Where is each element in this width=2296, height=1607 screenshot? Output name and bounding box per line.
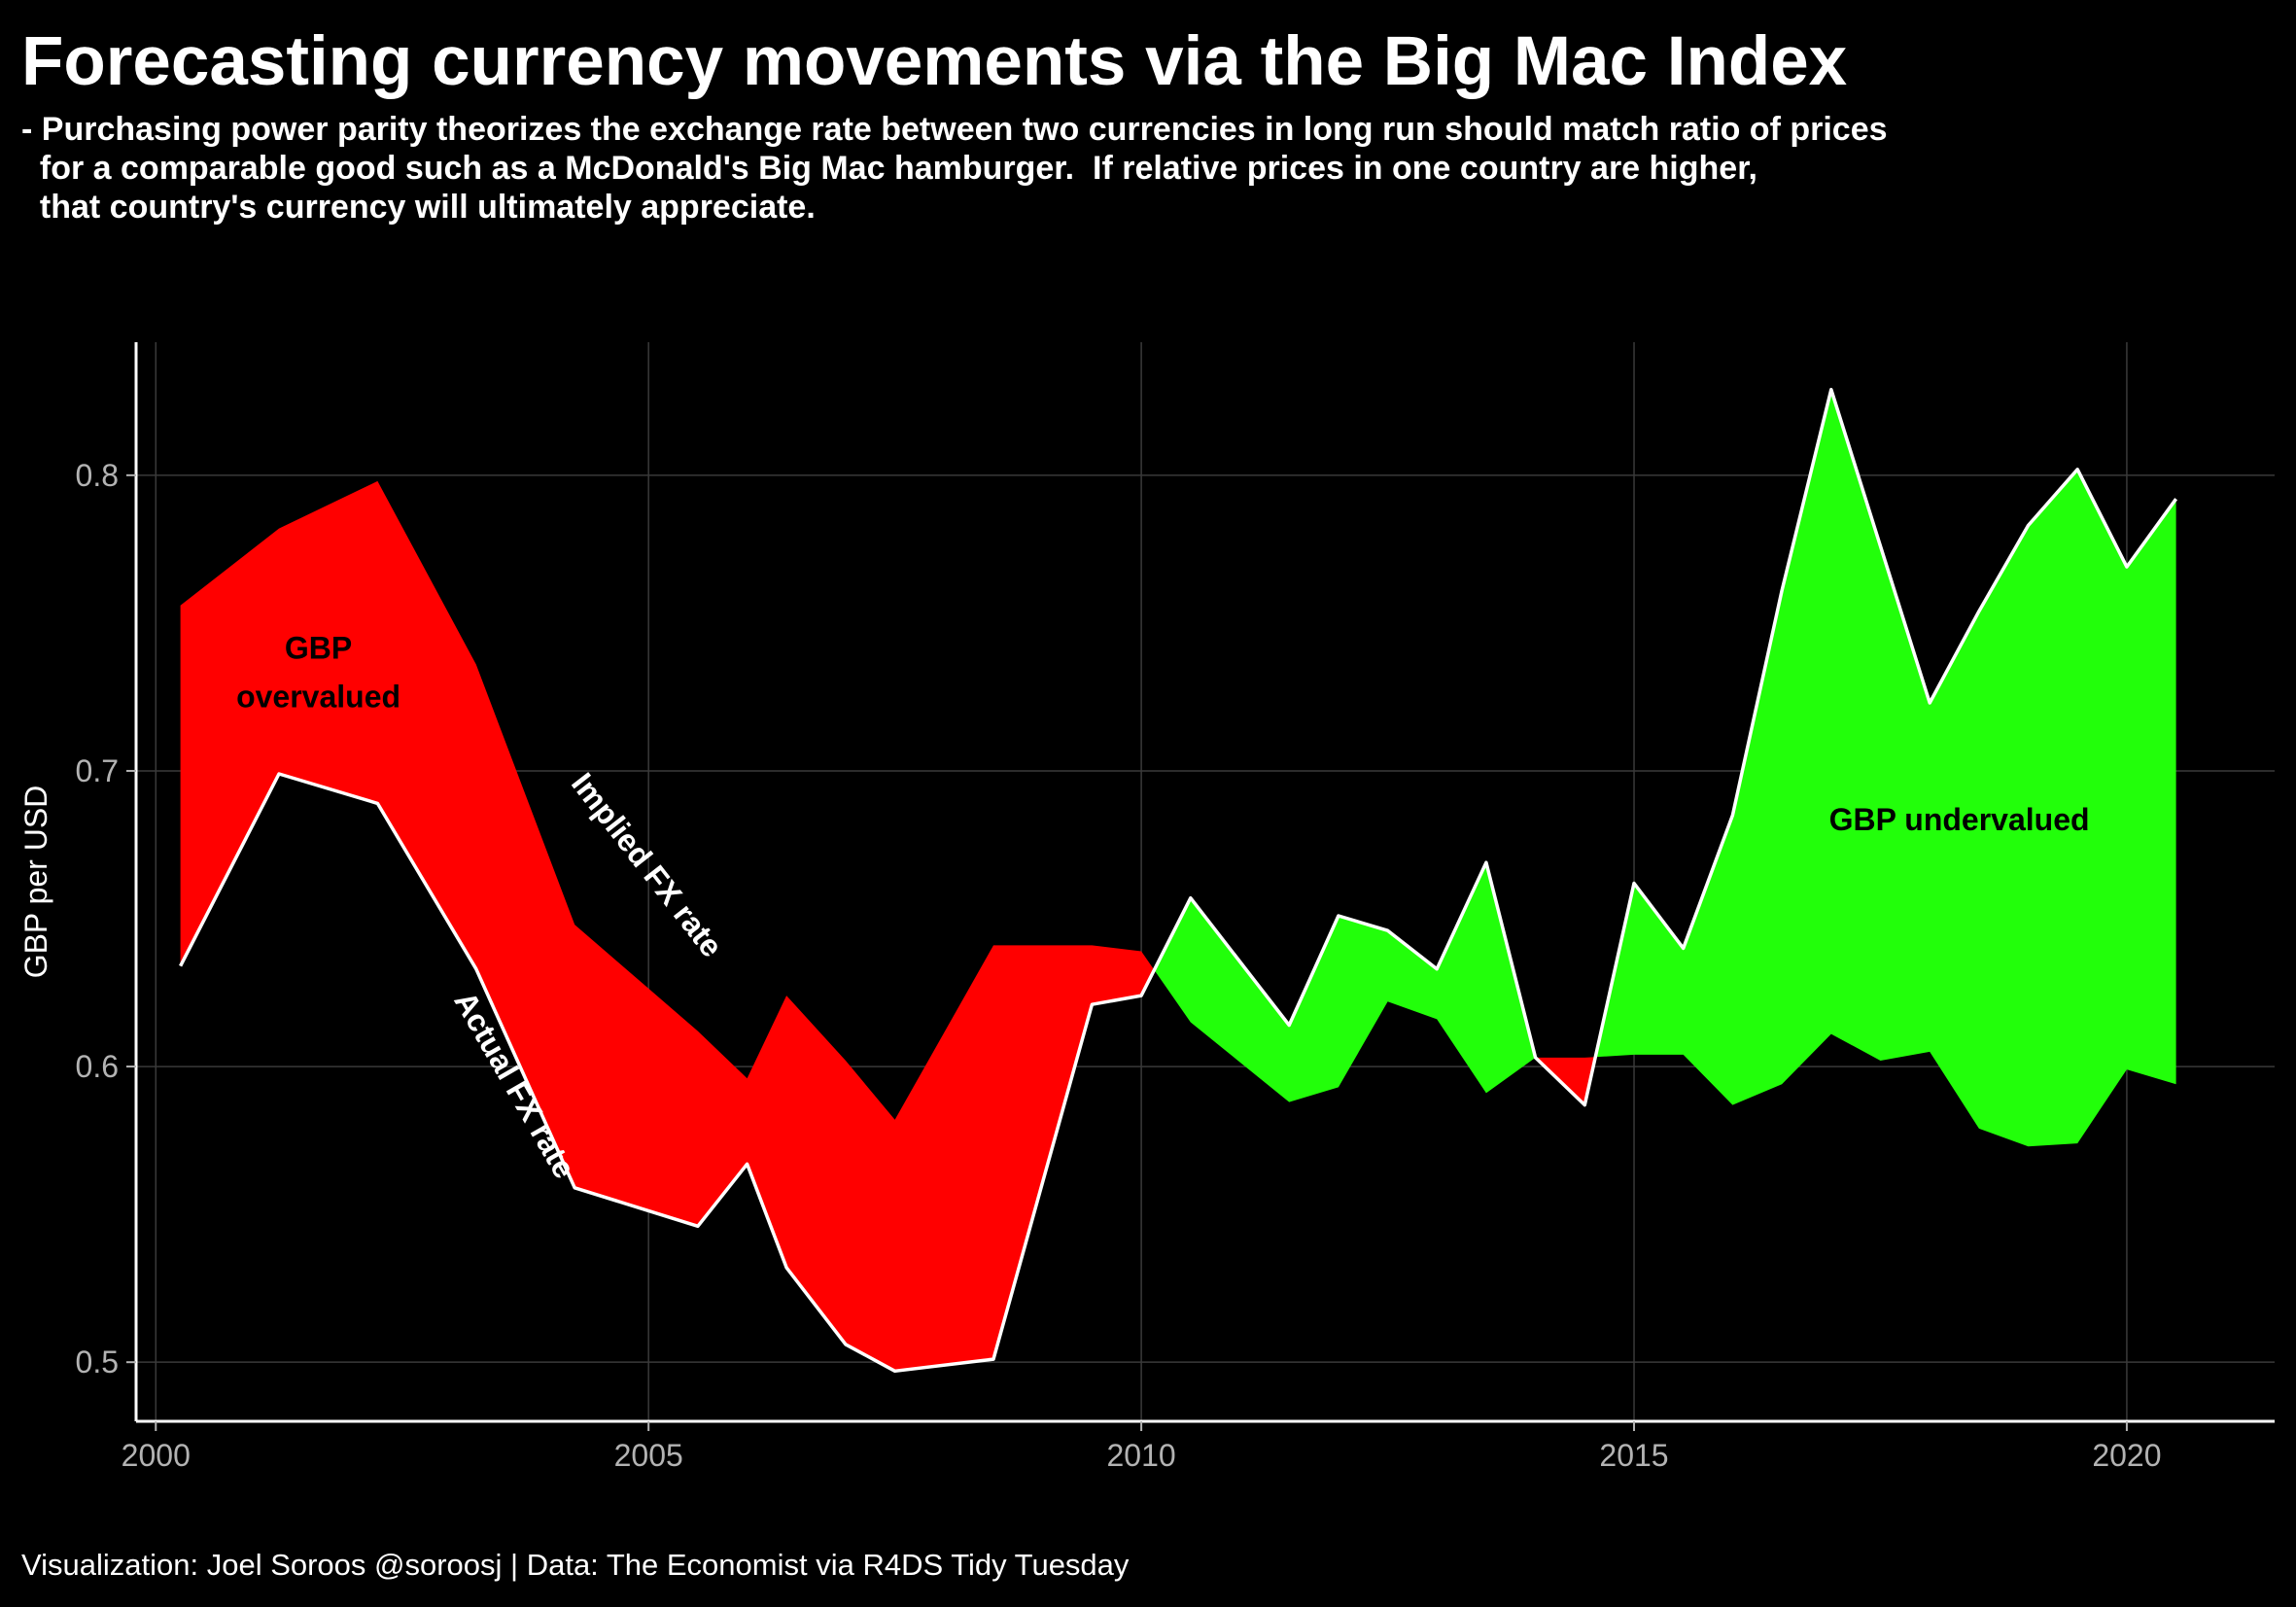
y-tick-label: 0.8 <box>76 458 119 493</box>
y-tick-label: 0.6 <box>76 1049 119 1084</box>
y-tick-label: 0.7 <box>76 753 119 788</box>
overvalued-area <box>1535 1057 1596 1105</box>
overvalued-area <box>180 480 1155 1372</box>
annotation-line: overvalued <box>236 679 400 714</box>
annotation-line: GBP <box>285 630 352 665</box>
y-tick-label: 0.5 <box>76 1345 119 1380</box>
actual-fx-line <box>179 387 2178 1374</box>
valuation-areas <box>180 389 2176 1372</box>
x-tick-label: 2010 <box>1107 1438 1176 1473</box>
x-tick-label: 2020 <box>2092 1438 2161 1473</box>
annotation-label: Implied FX rate <box>565 766 730 963</box>
y-axis-title: GBP per USD <box>18 786 53 979</box>
chart-caption: Visualization: Joel Soroos @soroosj | Da… <box>21 1548 1130 1582</box>
axes: 2000 2005 2010 2015 2020 0.5 0.6 0.7 0.8 GBP per … <box>18 342 2275 1473</box>
annotation-label: GBP overvalued <box>236 630 400 714</box>
actual-fx-polyline <box>179 387 2178 1374</box>
undervalued-area <box>1595 389 2176 1147</box>
x-tick-label: 2005 <box>614 1438 683 1473</box>
chart-title: Forecasting currency movements via the B… <box>21 23 1848 100</box>
x-tick-label: 2000 <box>122 1438 191 1473</box>
x-tick-label: 2015 <box>1599 1438 1668 1473</box>
annotation-label: GBP undervalued <box>1829 802 2090 837</box>
chart-subtitle: - Purchasing power parity theorizes the … <box>21 111 1888 226</box>
undervalued-area <box>1154 862 1536 1102</box>
